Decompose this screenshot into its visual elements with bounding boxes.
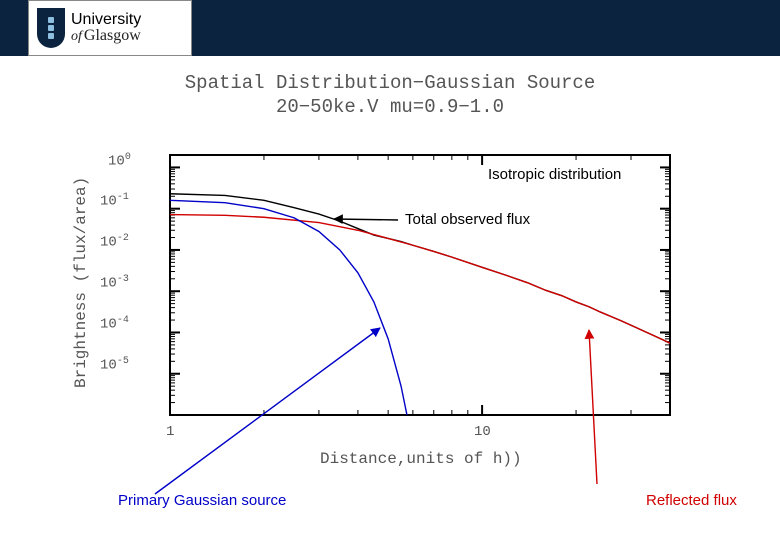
- chart-svg: [0, 0, 780, 540]
- annot-total: Total observed flux: [405, 211, 530, 228]
- annot-reflected: Reflected flux: [646, 492, 737, 509]
- annot-primary: Primary Gaussian source: [118, 492, 286, 509]
- annot-isotropic: Isotropic distribution: [488, 166, 621, 183]
